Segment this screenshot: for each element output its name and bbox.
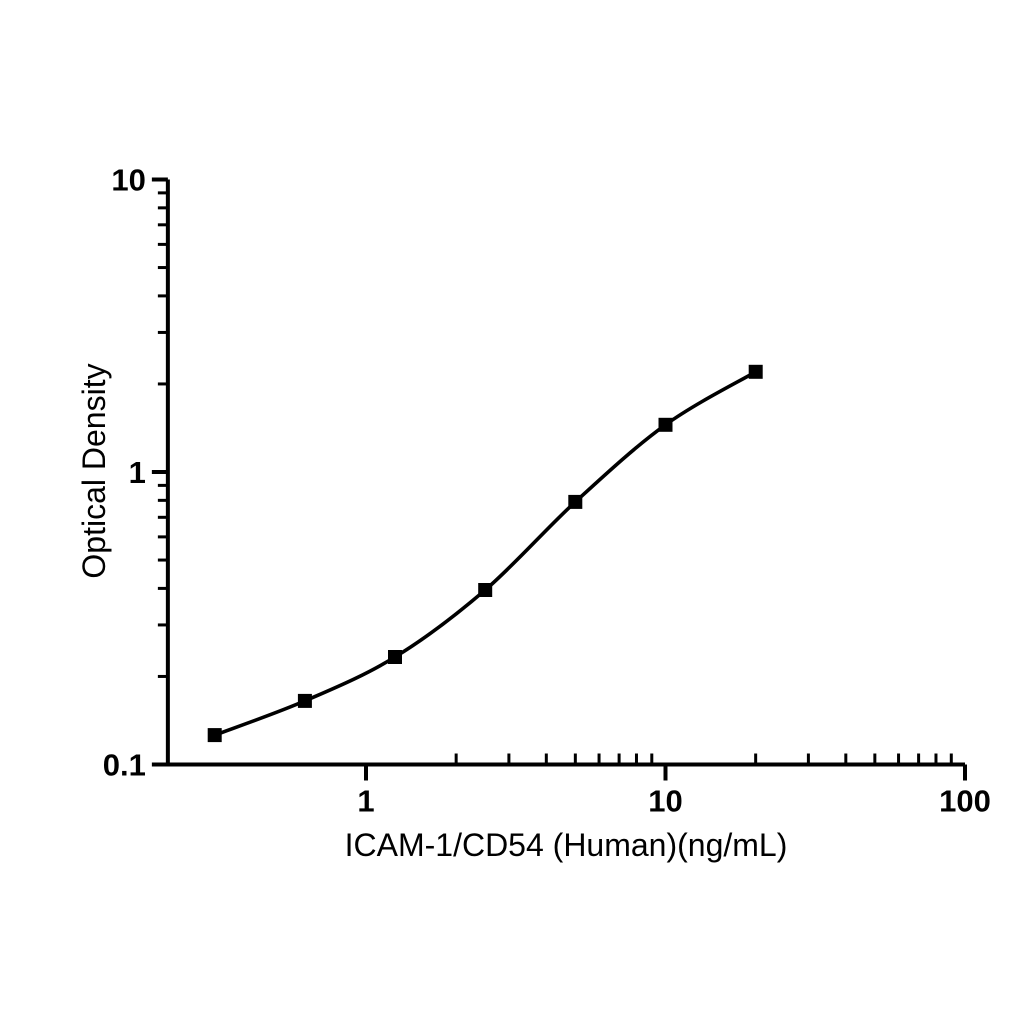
y-axis-label: Optical Density: [76, 363, 112, 578]
data-point-marker: [748, 364, 763, 379]
axis-ticks: [151, 177, 967, 781]
data-point-marker: [658, 417, 673, 432]
data-point-marker: [297, 693, 312, 708]
x-tick-label: 1: [357, 784, 374, 819]
axes: [165, 179, 965, 767]
data-point-marker: [388, 650, 402, 664]
y-tick-label: 0.1: [103, 748, 146, 783]
x-axis-label: ICAM-1/CD54 (Human)(ng/mL): [345, 827, 788, 863]
data-point-marker: [478, 583, 493, 597]
data-series: [207, 364, 763, 743]
y-tick-label: 1: [129, 455, 146, 490]
x-tick-label: 10: [648, 784, 682, 819]
x-tick-label: 100: [939, 784, 991, 819]
standard-curve-line: [212, 370, 758, 737]
axis-lines: [165, 179, 965, 767]
data-point-marker: [568, 494, 583, 509]
y-tick-label: 10: [111, 163, 145, 198]
data-point-marker: [207, 728, 222, 743]
axis-tick-labels: 1 10 100 0.1 1 10: [103, 163, 991, 819]
